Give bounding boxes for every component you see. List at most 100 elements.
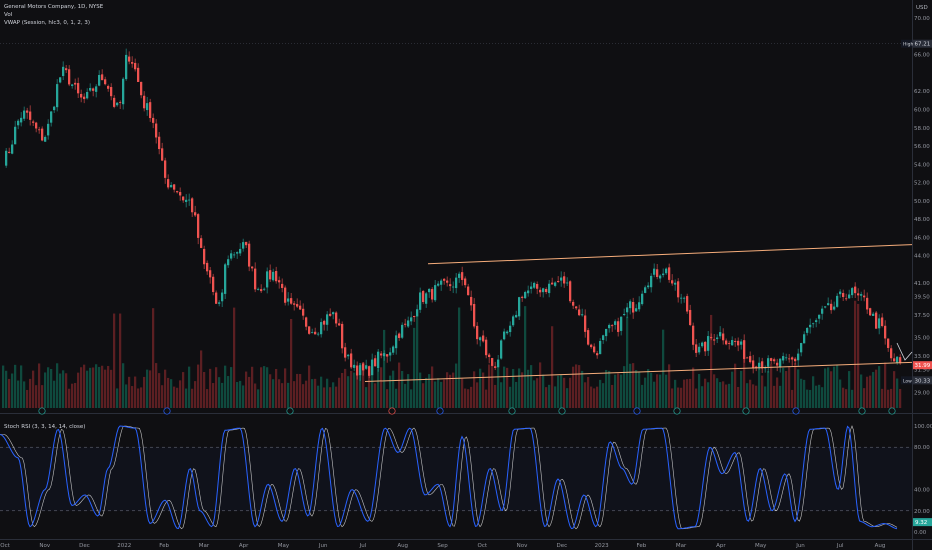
- candle[interactable]: [743, 340, 746, 359]
- candle[interactable]: [470, 296, 473, 306]
- volume-legend[interactable]: Vol: [4, 12, 13, 18]
- candle[interactable]: [101, 74, 104, 81]
- candle[interactable]: [224, 264, 227, 294]
- candle[interactable]: [620, 316, 623, 331]
- candle[interactable]: [332, 312, 335, 315]
- candle[interactable]: [377, 351, 380, 368]
- candle[interactable]: [578, 309, 581, 316]
- candle[interactable]: [716, 337, 719, 340]
- candle[interactable]: [242, 242, 245, 249]
- stoch-d-line[interactable]: [0, 425, 898, 530]
- candle[interactable]: [188, 199, 191, 201]
- candle[interactable]: [137, 67, 140, 82]
- candle[interactable]: [824, 306, 827, 308]
- candle[interactable]: [125, 54, 128, 80]
- candle[interactable]: [812, 323, 815, 325]
- candle[interactable]: [272, 271, 275, 281]
- candle[interactable]: [8, 151, 11, 153]
- candle[interactable]: [662, 273, 665, 276]
- candle[interactable]: [740, 341, 743, 345]
- candle[interactable]: [572, 301, 575, 306]
- candle[interactable]: [314, 331, 317, 335]
- candle[interactable]: [683, 297, 686, 299]
- candle[interactable]: [485, 339, 488, 356]
- candle[interactable]: [65, 68, 68, 71]
- candle[interactable]: [206, 262, 209, 272]
- candle[interactable]: [860, 294, 863, 296]
- candle[interactable]: [158, 136, 161, 150]
- candle[interactable]: [173, 184, 176, 190]
- candle[interactable]: [263, 288, 266, 290]
- candle[interactable]: [830, 303, 833, 311]
- candle[interactable]: [17, 120, 20, 126]
- candle[interactable]: [80, 93, 83, 98]
- event-marker[interactable]: [388, 407, 396, 415]
- candle[interactable]: [437, 283, 440, 286]
- candle[interactable]: [884, 325, 887, 339]
- candle[interactable]: [455, 277, 458, 289]
- candle[interactable]: [644, 287, 647, 293]
- candle[interactable]: [23, 110, 26, 119]
- candle[interactable]: [518, 297, 521, 317]
- event-marker[interactable]: [286, 407, 294, 415]
- candle[interactable]: [617, 321, 620, 332]
- candle[interactable]: [854, 286, 857, 294]
- candle[interactable]: [338, 323, 341, 326]
- candle[interactable]: [614, 321, 617, 325]
- candle[interactable]: [626, 307, 629, 313]
- candle[interactable]: [122, 78, 125, 105]
- event-marker[interactable]: [888, 407, 896, 415]
- candle[interactable]: [119, 102, 122, 103]
- candle[interactable]: [269, 270, 272, 280]
- candle[interactable]: [887, 338, 890, 348]
- candle[interactable]: [335, 312, 338, 324]
- candle[interactable]: [722, 333, 725, 341]
- event-marker[interactable]: [163, 407, 171, 415]
- candle[interactable]: [230, 253, 233, 259]
- candle[interactable]: [593, 346, 596, 353]
- candle[interactable]: [293, 303, 296, 305]
- candle[interactable]: [185, 199, 188, 202]
- candle[interactable]: [26, 110, 29, 113]
- candle[interactable]: [533, 282, 536, 288]
- candle[interactable]: [350, 353, 353, 368]
- candle[interactable]: [56, 84, 59, 108]
- candle[interactable]: [587, 330, 590, 345]
- candle[interactable]: [839, 291, 842, 295]
- candle[interactable]: [881, 317, 884, 327]
- candle[interactable]: [539, 289, 542, 293]
- candle[interactable]: [713, 339, 716, 341]
- candle[interactable]: [146, 103, 149, 111]
- candle[interactable]: [365, 365, 368, 369]
- candle[interactable]: [878, 318, 881, 329]
- event-marker[interactable]: [558, 407, 566, 415]
- candle[interactable]: [128, 56, 131, 62]
- candle[interactable]: [221, 292, 224, 302]
- candle[interactable]: [899, 357, 902, 364]
- candle[interactable]: [11, 144, 14, 154]
- candle[interactable]: [512, 316, 515, 326]
- candle[interactable]: [104, 79, 107, 85]
- candle[interactable]: [44, 136, 47, 142]
- candle[interactable]: [203, 248, 206, 265]
- candle[interactable]: [797, 353, 800, 361]
- candle[interactable]: [311, 332, 314, 333]
- candle[interactable]: [527, 290, 530, 294]
- candle[interactable]: [668, 267, 671, 280]
- candle[interactable]: [194, 212, 197, 216]
- candle[interactable]: [746, 357, 749, 359]
- candle[interactable]: [407, 320, 410, 327]
- candle[interactable]: [464, 278, 467, 286]
- candle[interactable]: [767, 358, 770, 367]
- candle[interactable]: [701, 342, 704, 347]
- candle[interactable]: [476, 325, 479, 340]
- candle[interactable]: [686, 296, 689, 312]
- candle[interactable]: [356, 365, 359, 376]
- candle[interactable]: [287, 298, 290, 302]
- candle[interactable]: [611, 325, 614, 327]
- candle[interactable]: [488, 354, 491, 358]
- candle[interactable]: [53, 106, 56, 111]
- candle[interactable]: [107, 85, 110, 89]
- candle[interactable]: [170, 185, 173, 188]
- candle[interactable]: [833, 306, 836, 310]
